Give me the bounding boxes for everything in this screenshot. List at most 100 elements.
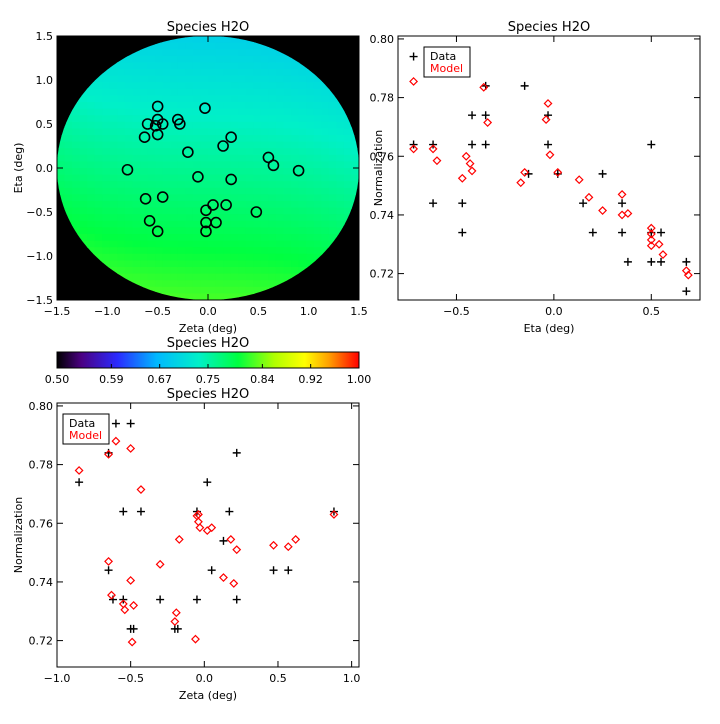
map-field-cell <box>321 115 330 123</box>
map-field-cell <box>306 135 315 143</box>
map-field-cell <box>87 154 96 162</box>
map-field-cell <box>132 121 141 129</box>
map-field-cell <box>72 161 81 169</box>
map-field-cell <box>124 108 134 116</box>
map-field-cell <box>170 115 179 123</box>
map-field-cell <box>177 187 186 195</box>
map-field-cell <box>192 55 202 63</box>
map-field-cell <box>94 194 103 202</box>
map-field-cell <box>298 260 307 268</box>
map-field-cell <box>230 108 239 116</box>
eta-data-point <box>520 81 529 90</box>
eta-data-point <box>657 228 666 237</box>
map-y-tick-label: 0.0 <box>36 162 54 175</box>
map-field-cell <box>208 201 217 209</box>
map-field-cell <box>170 108 179 116</box>
map-field-cell <box>117 174 126 182</box>
map-field-cell <box>298 174 307 182</box>
map-field-cell <box>87 141 96 149</box>
map-field-cell <box>185 95 194 103</box>
map-field-cell <box>200 234 209 242</box>
map-field-cell <box>170 273 179 281</box>
map-field-cell <box>87 201 96 209</box>
map-field-cell <box>283 95 292 103</box>
eta-data-point <box>588 228 597 237</box>
map-field-cell <box>102 128 111 136</box>
map-field-cell <box>351 148 359 156</box>
zeta-model-point <box>170 617 180 626</box>
map-field-cell <box>170 234 179 242</box>
map-field-cell <box>275 108 285 116</box>
map-field-cell <box>230 95 239 103</box>
map-field-cell <box>208 42 217 50</box>
map-field-cell <box>94 148 103 156</box>
map-field-cell <box>147 273 156 281</box>
map-x-tick-label: −1.0 <box>94 305 121 318</box>
map-field-cell <box>147 194 156 202</box>
map-field-cell <box>230 214 239 222</box>
map-field-cell <box>155 55 164 63</box>
eta-model-point <box>623 209 633 218</box>
zeta-data-point <box>192 595 201 604</box>
map-field-cell <box>230 88 239 96</box>
map-field-cell <box>291 253 300 261</box>
map-field-cell <box>132 168 141 176</box>
map-field-cell <box>275 69 285 77</box>
map-field-cell <box>170 62 179 70</box>
zeta-model-point <box>195 523 205 533</box>
map-field-cell <box>208 82 217 90</box>
map-field-cell <box>208 62 217 70</box>
map-field-cell <box>253 75 262 83</box>
map-field-cell <box>283 227 292 235</box>
map-field-cell <box>132 207 141 215</box>
map-field-cell <box>238 227 247 235</box>
map-field-cell <box>57 187 66 195</box>
map-field-cell <box>291 214 300 222</box>
zeta-y-tick-label: 0.76 <box>29 517 54 530</box>
map-field-cell <box>313 102 322 110</box>
map-point <box>200 216 212 229</box>
map-field-cell <box>155 102 164 110</box>
map-field-cell <box>321 207 330 215</box>
map-field-cell <box>147 55 156 63</box>
map-field-cell <box>87 247 96 255</box>
map-field-cell <box>268 141 277 149</box>
map-point <box>225 173 237 186</box>
map-field-cell <box>275 135 285 143</box>
map-field-cell <box>283 253 292 261</box>
map-field-cell <box>177 154 186 162</box>
eta-data-point <box>647 257 656 266</box>
map-field-cell <box>268 253 277 261</box>
map-field-cell <box>275 181 285 189</box>
eta-model-point <box>465 159 475 169</box>
map-field-cell <box>79 181 88 189</box>
map-field-cell <box>321 194 330 202</box>
map-field-cell <box>275 253 285 261</box>
map-field-cell <box>155 260 164 268</box>
map-field-cell <box>313 174 322 182</box>
map-field-cell <box>79 201 88 209</box>
eta-data-point <box>618 228 627 237</box>
map-field-cell <box>162 194 171 202</box>
map-field-cell <box>162 260 171 268</box>
map-field-cell <box>238 88 247 96</box>
map-field-cell <box>94 88 103 96</box>
map-field-cell <box>291 247 300 255</box>
zeta-y-label: Normalization <box>12 497 25 573</box>
map-field-cell <box>155 181 164 189</box>
map-field-cell <box>230 102 239 110</box>
map-field-cell <box>140 220 149 228</box>
map-field-cell <box>162 273 171 281</box>
map-field-cell <box>185 135 194 143</box>
map-field-cell <box>260 260 269 268</box>
zeta-y-tick-label: 0.74 <box>29 576 54 589</box>
map-field-cell <box>230 227 239 235</box>
map-field-cell <box>223 115 232 123</box>
eta-model-point <box>461 151 471 161</box>
map-field-cell <box>298 214 307 222</box>
eta-x-tick-label: 0.0 <box>545 305 563 318</box>
map-y-label: Eta (deg) <box>12 143 25 194</box>
map-field-cell <box>147 141 156 149</box>
map-field-cell <box>298 154 307 162</box>
